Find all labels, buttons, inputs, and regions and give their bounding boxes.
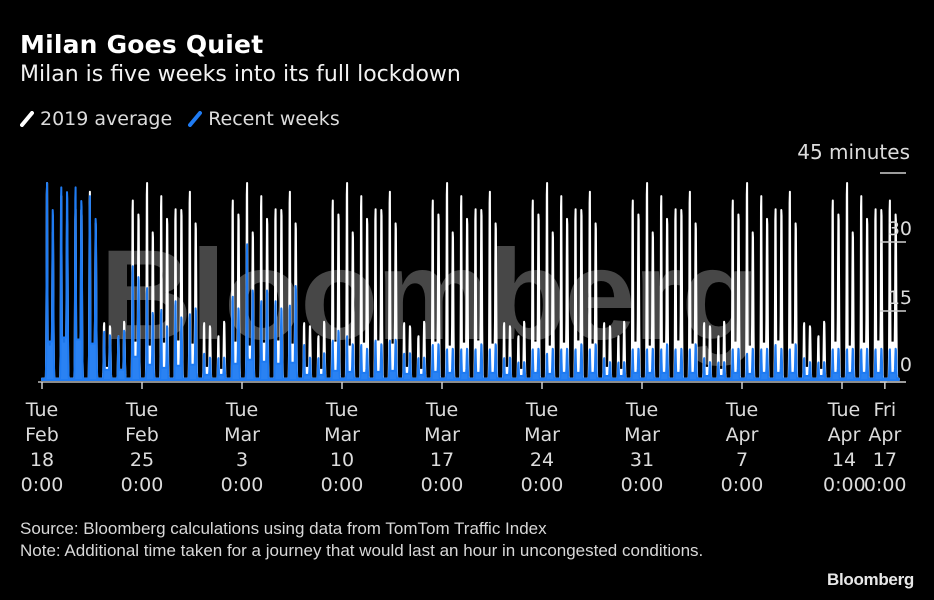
chart-subtitle: Milan is five weeks into its full lockdo… [20,62,461,87]
x-tick-label-line: Fri [873,399,897,421]
x-tick-label-line: 24 [529,449,555,471]
x-tick-label-line: 0:00 [420,474,464,496]
x-tick-label: Tue Apr 14 0:00 [823,398,866,498]
series-area-recent-weeks [41,182,900,381]
y-tick-label: 30 [887,218,912,240]
x-tick-label: Tue Mar 24 0:00 [502,398,582,498]
x-tick-label-line: Mar [324,424,360,446]
chart-title: Milan Goes Quiet [20,30,264,59]
x-tick-label-line: Tue [25,399,59,421]
x-tick-label-line: Tue [625,399,659,421]
x-tick-label-line: 3 [235,449,249,471]
legend-swatch-white-icon [20,111,34,127]
x-tick-label-line: 0:00 [863,474,907,496]
x-tick-label-line: Feb [25,424,59,446]
x-tick-label-line: Apr [725,424,759,446]
x-tick-label-line: 17 [872,449,897,471]
x-tick-label: Tue Feb 25 0:00 [102,398,182,498]
x-tick-label-line: Tue [225,399,259,421]
x-tick-label-line: 0:00 [320,474,364,496]
x-tick-label-line: 10 [329,449,355,471]
x-tick-label-line: Tue [325,399,359,421]
x-tick-label-line: Tue [725,399,759,421]
x-tick-label-line: 0:00 [620,474,664,496]
x-tick-label-line: 0:00 [20,474,64,496]
legend: 2019 average Recent weeks [20,108,356,130]
y-tick-label: 15 [887,287,912,309]
x-tick-label-line: Tue [525,399,559,421]
x-tick-label: Tue Mar 3 0:00 [202,398,282,498]
x-tick-label-line: Feb [125,424,159,446]
legend-swatch-blue-icon [188,111,203,127]
x-tick-label: Tue Mar 17 0:00 [402,398,482,498]
note-text: Note: Additional time taken for a journe… [20,541,704,560]
legend-item-recent-weeks: Recent weeks [188,108,340,130]
y-tick-label: 0 [899,354,912,376]
x-tick-label-line: Apr [868,424,902,446]
x-tick-label-line: Mar [424,424,460,446]
legend-item-2019-average: 2019 average [20,108,172,130]
x-tick-label-line: 0:00 [520,474,564,496]
legend-label: 2019 average [40,108,173,130]
series-area-2019-average [41,182,900,381]
x-tick-label: Tue Mar 10 0:00 [302,398,382,498]
x-tick-label-line: Apr [827,424,861,446]
x-tick-label-line: 0:00 [120,474,164,496]
x-tick-label-line: 0:00 [220,474,264,496]
x-tick-label-line: 0:00 [823,474,866,496]
x-tick-label-line: 17 [429,449,455,471]
source-text: Source: Bloomberg calculations using dat… [20,519,547,538]
x-tick-label-line: 18 [29,449,55,471]
x-tick-label-line: Tue [125,399,159,421]
x-tick-label-line: 25 [129,449,155,471]
x-tick-label-line: Mar [224,424,260,446]
x-tick-label-line: 7 [735,449,749,471]
x-tick-label-line: Tue [827,399,861,421]
y-axis-units-label: 45 minutes [797,140,910,164]
x-tick-label-line: Tue [425,399,459,421]
x-tick-label-line: Mar [524,424,560,446]
x-tick-label: Tue Feb 18 0:00 [2,398,82,498]
bloomberg-logo: Bloomberg [826,570,914,589]
x-tick-label-line: 14 [831,449,857,471]
x-tick-label-line: Mar [624,424,660,446]
footnote: Source: Bloomberg calculations using dat… [20,518,760,562]
x-tick-label: Fri Apr 17 0:00 [863,398,907,498]
x-tick-label-line: 31 [629,449,655,471]
x-tick-label: Tue Mar 31 0:00 [602,398,682,498]
x-tick-label-line: 0:00 [720,474,764,496]
legend-label: Recent weeks [208,108,340,130]
x-tick-label: Tue Apr 7 0:00 [702,398,782,498]
